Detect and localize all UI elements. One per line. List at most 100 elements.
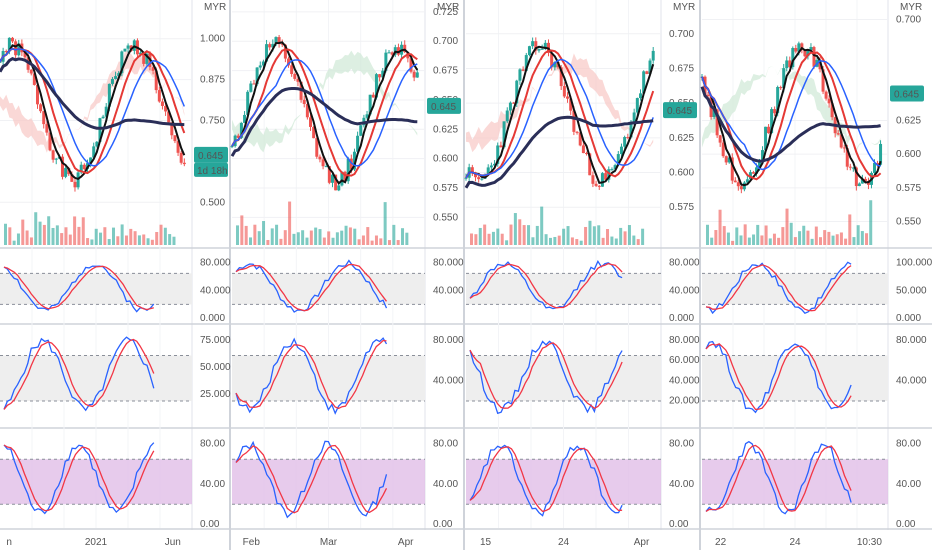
volume-bar bbox=[305, 237, 309, 245]
indicator-tick-label: 80.00 bbox=[669, 439, 694, 450]
price-tick-label: 0.675 bbox=[669, 63, 694, 74]
price-tick-label: 1.000 bbox=[200, 34, 225, 45]
volume-bar bbox=[789, 222, 793, 245]
candle-body bbox=[160, 101, 164, 106]
candle-body bbox=[623, 137, 627, 147]
volume-bar bbox=[474, 234, 478, 245]
indicator-tick-label: 80.000 bbox=[433, 258, 464, 269]
chart-pane-3: 0.7000.6750.6500.6250.6000.575MYR0.64580… bbox=[464, 0, 700, 548]
candle-body bbox=[164, 105, 168, 112]
candle-body bbox=[95, 141, 99, 147]
indicator-tick-label: 0.00 bbox=[896, 519, 916, 530]
volume-bar bbox=[588, 220, 592, 245]
candle-body bbox=[123, 48, 127, 52]
volume-bar bbox=[335, 232, 339, 245]
volume-bar bbox=[253, 224, 257, 245]
volume-bar bbox=[55, 225, 59, 245]
volume-bar bbox=[64, 227, 68, 245]
candle-body bbox=[167, 111, 171, 123]
volume-bar bbox=[731, 240, 735, 245]
candle-body bbox=[857, 183, 861, 187]
candle-body bbox=[524, 55, 528, 71]
candle-body bbox=[635, 98, 639, 113]
volume-bar bbox=[487, 233, 491, 245]
candle-body bbox=[739, 186, 743, 190]
volume-bar bbox=[814, 226, 818, 245]
volume-bar bbox=[614, 238, 618, 245]
candle-body bbox=[315, 138, 319, 157]
time-axis-label: Feb bbox=[243, 537, 261, 548]
candle-body bbox=[854, 167, 858, 187]
candle-body bbox=[761, 150, 765, 161]
volume-bar bbox=[557, 235, 561, 245]
candle-body bbox=[54, 158, 58, 160]
candle-body bbox=[374, 74, 378, 98]
indicator-band bbox=[702, 459, 888, 505]
ichimoku-cloud bbox=[466, 53, 654, 153]
volume-bar bbox=[103, 227, 107, 245]
price-tick-label: 0.725 bbox=[433, 7, 458, 18]
volume-bar bbox=[827, 231, 831, 245]
candle-body bbox=[280, 43, 284, 45]
volume-bar bbox=[478, 227, 482, 245]
volume-bar bbox=[777, 237, 781, 245]
volume-bar bbox=[322, 237, 326, 245]
volume-bar bbox=[531, 237, 535, 245]
candle-body bbox=[477, 177, 481, 180]
candle-body bbox=[246, 91, 250, 115]
candle-body bbox=[261, 61, 265, 66]
candle-body bbox=[785, 60, 789, 69]
volume-bar bbox=[835, 234, 839, 245]
candle-body bbox=[101, 116, 105, 119]
indicator-tick-label: 25.000 bbox=[200, 389, 231, 400]
indicator-tick-label: 80.000 bbox=[669, 258, 700, 269]
volume-bar bbox=[706, 224, 709, 245]
candle-body bbox=[537, 49, 541, 51]
volume-bar bbox=[739, 235, 743, 245]
candle-body bbox=[489, 165, 493, 168]
candle-body bbox=[724, 156, 728, 163]
ma-fast bbox=[231, 41, 419, 185]
volume-bar bbox=[34, 212, 38, 245]
candle-body bbox=[521, 69, 525, 71]
volume-bar bbox=[340, 230, 344, 245]
ma-slow bbox=[0, 47, 185, 167]
volume-bar bbox=[301, 230, 305, 245]
indicator-band bbox=[0, 273, 192, 305]
volume-bar bbox=[383, 202, 387, 245]
candle-body bbox=[14, 41, 18, 56]
volume-bar bbox=[852, 237, 856, 245]
ma-fast bbox=[0, 43, 186, 181]
k-line bbox=[235, 337, 388, 415]
candle-body bbox=[733, 180, 737, 183]
k-line bbox=[235, 259, 388, 313]
k-line bbox=[3, 265, 155, 313]
candle-body bbox=[92, 146, 96, 158]
candle-body bbox=[610, 169, 614, 171]
candle-body bbox=[629, 121, 633, 138]
indicator-tick-label: 0.000 bbox=[896, 313, 921, 324]
indicator-tick-label: 50.000 bbox=[896, 285, 927, 296]
time-axis-label: 24 bbox=[558, 537, 570, 548]
d-line bbox=[3, 444, 155, 512]
candle-body bbox=[559, 67, 563, 87]
price-tick-label: 0.575 bbox=[896, 183, 921, 194]
volume-bar bbox=[544, 234, 548, 245]
candle-body bbox=[821, 69, 825, 92]
price-badge-label: 0.645 bbox=[667, 106, 692, 117]
candle-body bbox=[794, 48, 798, 52]
volume-bar bbox=[793, 237, 797, 245]
candle-body bbox=[98, 118, 102, 142]
candle-body bbox=[613, 165, 617, 170]
time-axis-label: Apr bbox=[634, 537, 650, 548]
time-axis-label: n bbox=[6, 537, 12, 548]
k-line bbox=[235, 440, 388, 519]
candle-body bbox=[384, 52, 388, 71]
volume-bar bbox=[818, 237, 822, 245]
candle-body bbox=[230, 146, 234, 148]
candle-body bbox=[170, 122, 174, 136]
candle-body bbox=[258, 65, 262, 68]
d-line bbox=[469, 262, 623, 309]
d-line bbox=[235, 263, 388, 312]
currency-label: MYR bbox=[673, 2, 695, 13]
